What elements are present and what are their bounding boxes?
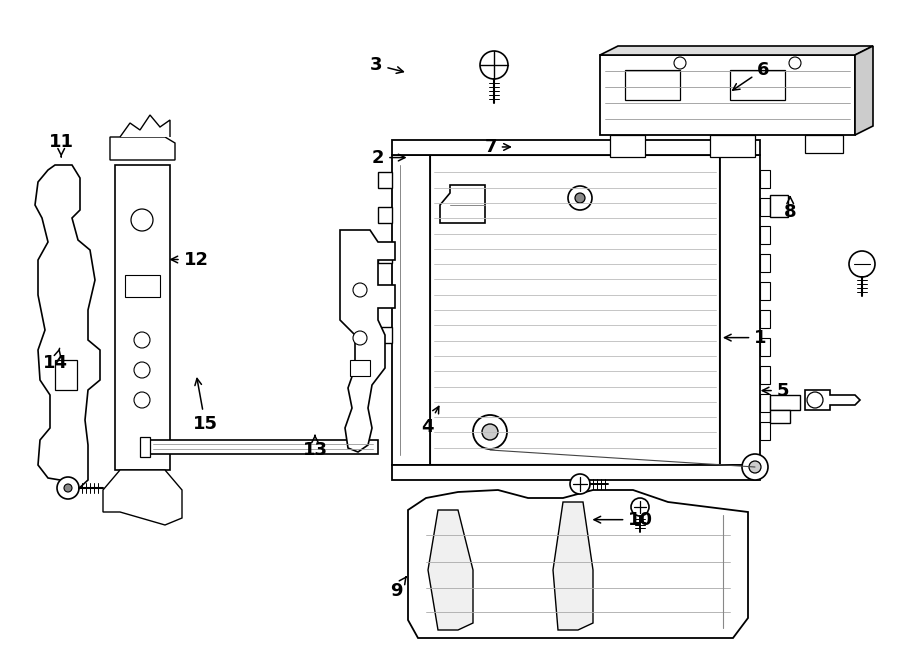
Circle shape: [480, 51, 508, 79]
Polygon shape: [770, 410, 790, 423]
Text: 15: 15: [193, 379, 218, 433]
Circle shape: [807, 392, 823, 408]
Bar: [392, 140, 760, 155]
Polygon shape: [408, 490, 748, 638]
Bar: [148, 440, 378, 454]
Circle shape: [749, 461, 761, 473]
Bar: [610, 135, 645, 157]
Bar: [760, 338, 770, 356]
Text: 9: 9: [390, 577, 406, 600]
Circle shape: [57, 477, 79, 499]
Polygon shape: [378, 287, 392, 303]
Bar: [600, 55, 855, 135]
Circle shape: [134, 392, 150, 408]
Circle shape: [789, 57, 801, 69]
Text: 6: 6: [733, 60, 770, 90]
Bar: [125, 275, 160, 297]
Circle shape: [353, 283, 367, 297]
Bar: [760, 310, 770, 328]
Text: 7: 7: [484, 138, 510, 156]
Circle shape: [742, 454, 768, 480]
Bar: [55, 360, 77, 390]
Circle shape: [674, 57, 686, 69]
Bar: [720, 155, 760, 465]
Polygon shape: [805, 390, 860, 410]
Circle shape: [353, 331, 367, 345]
Polygon shape: [428, 510, 473, 630]
Bar: [760, 366, 770, 384]
Bar: [625, 70, 680, 100]
Circle shape: [631, 498, 649, 516]
Polygon shape: [35, 165, 100, 492]
Bar: [760, 394, 770, 412]
Polygon shape: [770, 195, 788, 217]
Circle shape: [570, 474, 590, 494]
Polygon shape: [378, 247, 392, 263]
Polygon shape: [770, 395, 800, 410]
Polygon shape: [110, 137, 175, 160]
Circle shape: [849, 251, 875, 277]
Bar: [140, 437, 150, 457]
Polygon shape: [340, 230, 395, 452]
Bar: [805, 135, 843, 153]
Bar: [760, 282, 770, 300]
Text: 13: 13: [302, 436, 328, 459]
Bar: [115, 165, 170, 470]
Bar: [710, 135, 755, 157]
Text: 1: 1: [724, 328, 767, 347]
Circle shape: [131, 209, 153, 231]
Text: 12: 12: [171, 250, 209, 269]
Circle shape: [482, 424, 498, 440]
Circle shape: [568, 186, 592, 210]
Circle shape: [575, 193, 585, 203]
Bar: [760, 170, 770, 188]
Polygon shape: [378, 172, 392, 188]
Text: 4: 4: [421, 406, 439, 436]
Polygon shape: [378, 207, 392, 223]
Polygon shape: [553, 502, 593, 630]
Bar: [760, 226, 770, 244]
Polygon shape: [378, 327, 392, 343]
Text: 11: 11: [49, 133, 74, 157]
Text: 8: 8: [784, 197, 796, 221]
Bar: [760, 198, 770, 216]
Circle shape: [473, 415, 507, 449]
Polygon shape: [440, 185, 485, 223]
Polygon shape: [103, 470, 182, 525]
Circle shape: [134, 332, 150, 348]
Circle shape: [134, 362, 150, 378]
Text: 14: 14: [43, 348, 68, 372]
Bar: [392, 465, 760, 480]
Bar: [350, 360, 370, 376]
Text: 5: 5: [762, 381, 789, 400]
Bar: [430, 155, 720, 465]
Text: 2: 2: [372, 148, 405, 167]
Bar: [730, 70, 785, 100]
Text: 10: 10: [594, 510, 653, 529]
Bar: [392, 155, 430, 465]
Circle shape: [64, 484, 72, 492]
Bar: [760, 422, 770, 440]
Polygon shape: [120, 115, 170, 137]
Polygon shape: [600, 46, 873, 55]
Bar: [760, 254, 770, 272]
Polygon shape: [855, 46, 873, 135]
Text: 3: 3: [370, 56, 403, 74]
